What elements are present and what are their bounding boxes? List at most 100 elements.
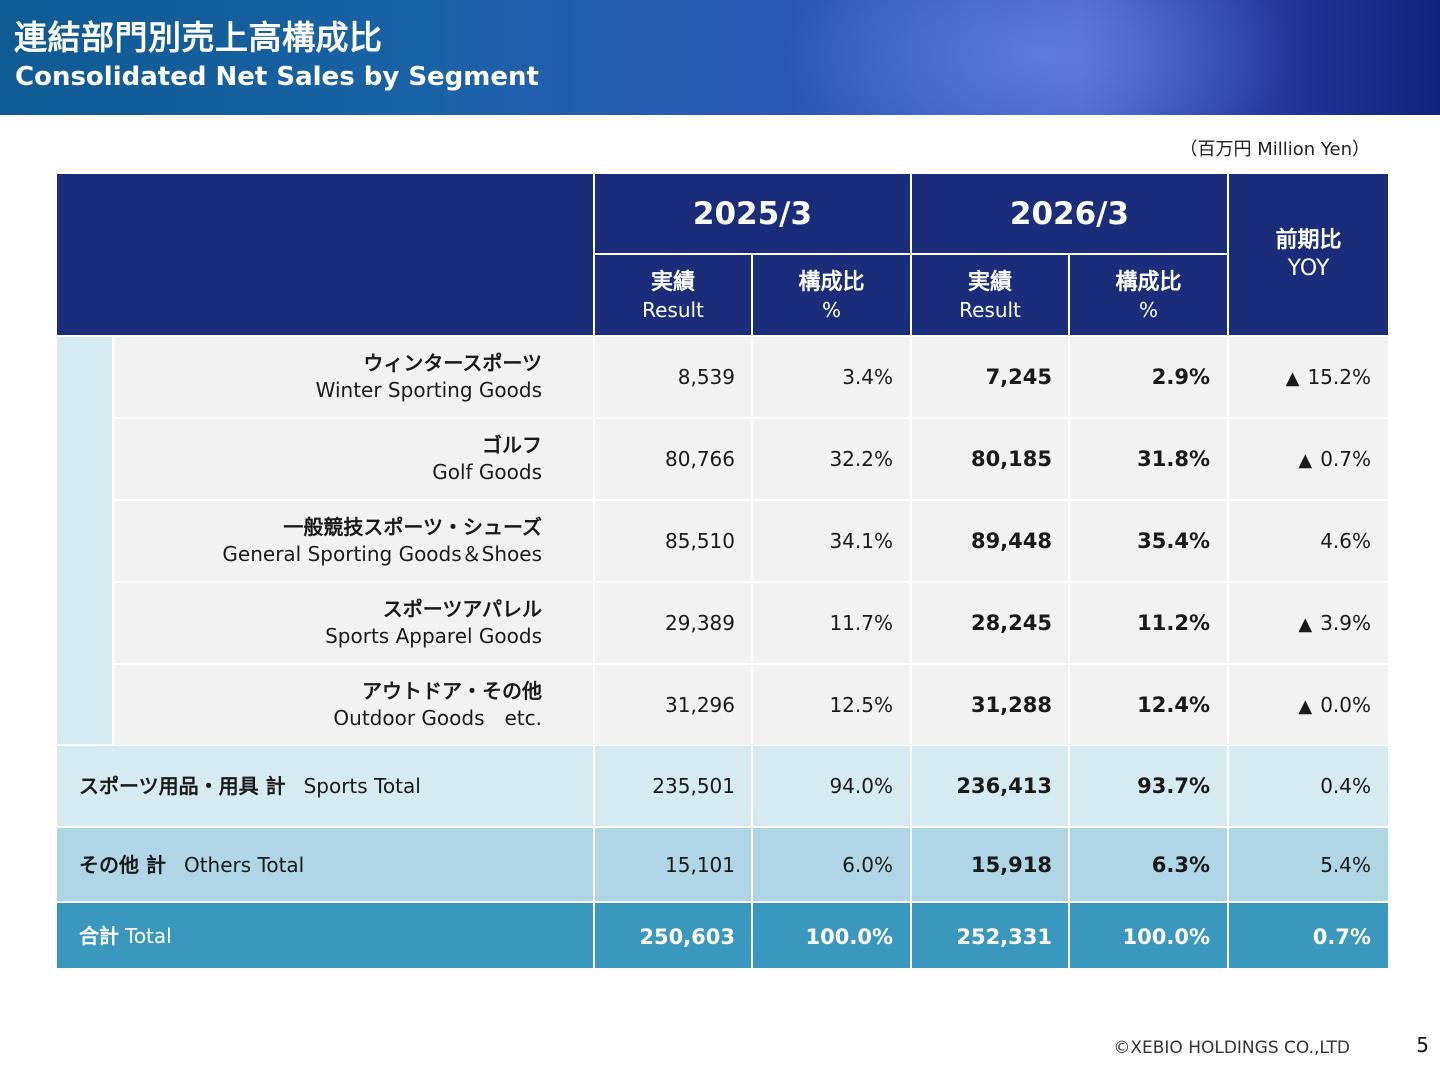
result-2026: 89,448 — [970, 529, 1052, 553]
col-yoy-en: YOY — [1287, 256, 1330, 281]
header-divider — [593, 174, 595, 335]
col-result-jp: 実績 — [967, 270, 1012, 295]
result-2025: 31,296 — [665, 693, 735, 717]
column-divider — [910, 903, 912, 968]
yoy-value: 0.4% — [1320, 774, 1371, 798]
sports-total-label-jp: スポーツ用品・用具 計 — [79, 774, 286, 798]
column-divider — [1227, 903, 1229, 968]
header-divider — [751, 254, 753, 335]
ratio-2025: 11.7% — [829, 611, 893, 635]
segment-name-en: Outdoor Goods etc. — [333, 706, 542, 730]
yoy-value: ▲ 3.9% — [1229, 610, 1371, 638]
col-result-jp: 実績 — [650, 270, 695, 295]
result-2025: 85,510 — [665, 529, 735, 553]
col-ratio-en: % — [1138, 298, 1158, 322]
column-divider — [1068, 903, 1070, 968]
yoy-number: 0.0% — [1320, 693, 1371, 717]
header-divider — [1068, 254, 1070, 335]
segment-name-en: Golf Goods — [432, 460, 542, 484]
ratio-2026: 6.3% — [1151, 853, 1210, 877]
column-divider — [910, 337, 912, 744]
col-ratio-en: % — [821, 298, 841, 322]
column-divider — [1068, 337, 1070, 744]
others-total-label-en: Others Total — [183, 853, 305, 877]
segment-name-en: Winter Sporting Goods — [315, 378, 542, 402]
decrease-triangle-icon: ▲ — [1298, 696, 1313, 717]
result-2026: 31,288 — [970, 693, 1052, 717]
ratio-2026: 2.9% — [1151, 365, 1210, 389]
yoy-number: 3.9% — [1320, 611, 1371, 635]
column-divider — [593, 746, 595, 826]
copyright: ©XEBIO HOLDINGS CO.,LTD — [1113, 1038, 1350, 1058]
yoy-number: 15.2% — [1307, 365, 1371, 389]
segment-sales-table: 2025/3 2026/3 実績 Result 構成比 % 実績 Result … — [57, 174, 1388, 968]
column-divider — [1068, 828, 1070, 901]
decrease-triangle-icon: ▲ — [1285, 368, 1300, 389]
col-ratio-jp: 構成比 — [798, 270, 865, 295]
page-number: 5 — [1416, 1033, 1429, 1057]
header-divider — [1227, 174, 1229, 335]
result-2025: 15,101 — [665, 853, 735, 877]
year-header-2025: 2025/3 — [692, 196, 813, 232]
ratio-2025: 34.1% — [829, 529, 893, 553]
segment-name: 一般競技スポーツ・シューズ General Sporting Goods＆Sho… — [114, 514, 593, 567]
col-ratio-jp: 構成比 — [1115, 270, 1182, 295]
column-divider — [593, 903, 595, 968]
col-result-en: Result — [959, 298, 1021, 322]
column-divider — [1227, 828, 1229, 901]
sports-total-row: スポーツ用品・用具 計 Sports Total — [57, 746, 1388, 826]
yoy-number: 4.6% — [1320, 529, 1371, 553]
ratio-2025: 3.4% — [842, 365, 893, 389]
header-divider — [910, 174, 912, 335]
others-total-label-jp: その他 計 — [79, 853, 166, 877]
segment-name-en: General Sporting Goods＆Shoes — [222, 542, 542, 566]
column-divider — [593, 337, 595, 744]
column-divider — [1227, 746, 1229, 826]
ratio-2026: 100.0% — [1122, 925, 1210, 949]
yoy-value: 5.4% — [1320, 853, 1371, 877]
decrease-triangle-icon: ▲ — [1298, 614, 1313, 635]
segment-name-jp: ゴルフ — [482, 433, 542, 457]
yoy-number: 0.7% — [1320, 447, 1371, 471]
unit-note: （百万円 Million Yen） — [1179, 139, 1371, 160]
result-2026: 15,918 — [970, 853, 1052, 877]
result-2025: 80,766 — [665, 447, 735, 471]
page-title-en: Consolidated Net Sales by Segment — [15, 62, 539, 92]
column-divider — [1068, 746, 1070, 826]
result-2025: 29,389 — [665, 611, 735, 635]
ratio-2026: 11.2% — [1137, 611, 1210, 635]
result-2026: 80,185 — [970, 447, 1052, 471]
yoy-value: ▲ 0.7% — [1229, 446, 1371, 474]
ratio-2025: 6.0% — [842, 853, 893, 877]
column-divider — [751, 337, 753, 744]
segment-name: ゴルフ Golf Goods — [114, 432, 593, 485]
decrease-triangle-icon: ▲ — [1298, 450, 1313, 471]
segment-name-jp: スポーツアパレル — [382, 597, 542, 621]
title-banner: 連結部門別売上高構成比 Consolidated Net Sales by Se… — [0, 0, 1440, 115]
result-2025: 235,501 — [652, 774, 735, 798]
yoy-value: ▲ 0.0% — [1229, 692, 1371, 720]
grand-total-label-jp: 合計 — [79, 924, 119, 948]
column-divider — [910, 746, 912, 826]
ratio-2025: 100.0% — [805, 925, 893, 949]
page-title-jp: 連結部門別売上高構成比 — [14, 18, 383, 57]
segment-name-jp: アウトドア・その他 — [362, 679, 542, 703]
column-divider — [1227, 337, 1229, 744]
segment-name: スポーツアパレル Sports Apparel Goods — [114, 596, 593, 649]
ratio-2026: 31.8% — [1137, 447, 1210, 471]
grand-total-row: 合計 Total — [57, 903, 1388, 968]
header-divider — [912, 253, 1227, 255]
yoy-value: ▲ 15.2% — [1229, 364, 1371, 392]
ratio-2026: 35.4% — [1137, 529, 1210, 553]
column-divider — [910, 828, 912, 901]
column-divider — [751, 903, 753, 968]
grand-total-label: 合計 Total — [79, 923, 172, 949]
others-total-row: その他 計 Others Total — [57, 828, 1388, 901]
segment-group-bar — [57, 337, 112, 744]
segment-name: アウトドア・その他 Outdoor Goods etc. — [114, 678, 593, 731]
yoy-value: 4.6% — [1229, 528, 1371, 554]
ratio-2025: 32.2% — [829, 447, 893, 471]
ratio-2026: 12.4% — [1137, 693, 1210, 717]
sports-total-label: スポーツ用品・用具 計 Sports Total — [79, 773, 421, 799]
result-2026: 7,245 — [985, 365, 1052, 389]
